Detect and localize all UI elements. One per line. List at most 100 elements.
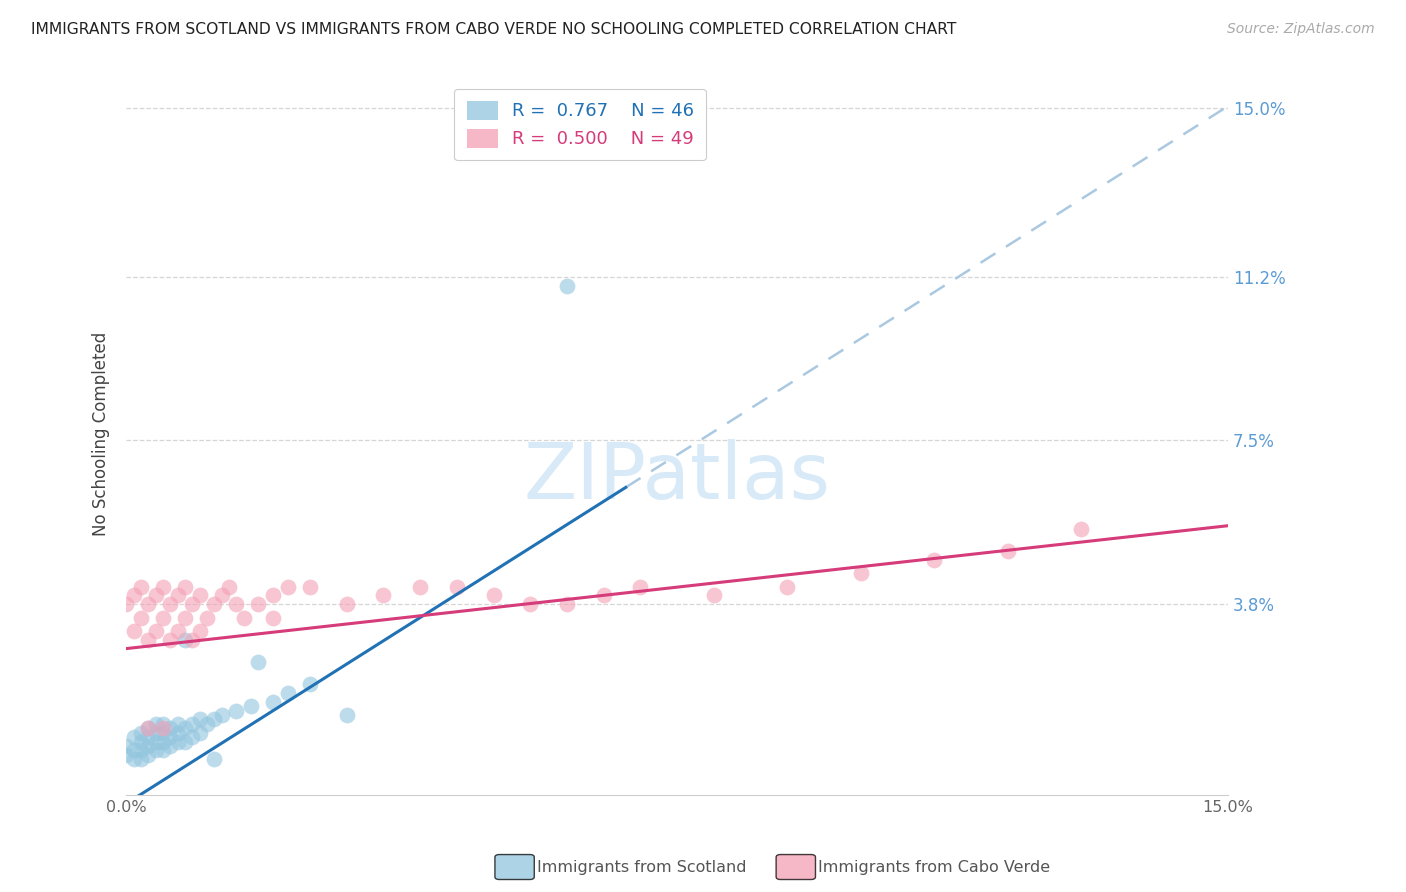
Point [138, 721, 160, 735]
Point [211, 708, 233, 723]
Point [166, 716, 188, 731]
Point [204, 597, 226, 611]
Point [247, 655, 270, 669]
Point [152, 734, 174, 748]
Point [145, 716, 167, 731]
Point [166, 589, 188, 603]
Point [1070, 522, 1092, 536]
Point [129, 610, 152, 624]
Point [776, 580, 799, 594]
Point [181, 597, 204, 611]
Point [159, 632, 181, 647]
Point [336, 597, 359, 611]
Point [225, 597, 247, 611]
Point [188, 589, 211, 603]
Point [145, 734, 167, 748]
Point [997, 544, 1019, 558]
Point [129, 580, 152, 594]
Point [115, 747, 138, 762]
Point [262, 610, 284, 624]
Point [262, 695, 284, 709]
Point [181, 632, 204, 647]
Point [122, 752, 145, 766]
Point [122, 589, 145, 603]
Point [232, 610, 254, 624]
Y-axis label: No Schooling Completed: No Schooling Completed [93, 332, 110, 536]
Point [195, 716, 218, 731]
Point [446, 580, 468, 594]
Point [166, 725, 188, 739]
Point [152, 743, 174, 757]
Point [152, 721, 174, 735]
Point [195, 610, 218, 624]
Text: Immigrants from Scotland: Immigrants from Scotland [537, 861, 747, 875]
Point [409, 580, 432, 594]
Point [138, 721, 160, 735]
Point [138, 632, 160, 647]
Point [145, 743, 167, 757]
Text: ZIPatlas: ZIPatlas [523, 439, 831, 516]
Point [373, 589, 395, 603]
Point [152, 580, 174, 594]
Point [152, 610, 174, 624]
Point [159, 597, 181, 611]
Point [703, 589, 725, 603]
Point [152, 725, 174, 739]
Point [129, 725, 152, 739]
Point [277, 686, 299, 700]
Point [129, 734, 152, 748]
Point [166, 624, 188, 638]
Point [122, 743, 145, 757]
Point [115, 739, 138, 753]
Point [159, 739, 181, 753]
Point [138, 739, 160, 753]
Point [174, 632, 197, 647]
Point [262, 589, 284, 603]
Point [298, 677, 321, 691]
Point [211, 589, 233, 603]
Point [188, 713, 211, 727]
Point [218, 580, 240, 594]
Point [145, 589, 167, 603]
Point [166, 734, 188, 748]
Legend: R =  0.767    N = 46, R =  0.500    N = 49: R = 0.767 N = 46, R = 0.500 N = 49 [454, 89, 706, 161]
Point [159, 721, 181, 735]
Point [240, 699, 263, 714]
Point [159, 730, 181, 744]
Point [247, 597, 270, 611]
Point [204, 752, 226, 766]
Point [145, 725, 167, 739]
Point [922, 553, 945, 567]
Point [628, 580, 651, 594]
Point [122, 730, 145, 744]
Point [138, 747, 160, 762]
Point [138, 730, 160, 744]
Text: Immigrants from Cabo Verde: Immigrants from Cabo Verde [818, 861, 1050, 875]
Point [174, 580, 197, 594]
Text: IMMIGRANTS FROM SCOTLAND VS IMMIGRANTS FROM CABO VERDE NO SCHOOLING COMPLETED CO: IMMIGRANTS FROM SCOTLAND VS IMMIGRANTS F… [31, 22, 956, 37]
Point [277, 580, 299, 594]
Point [181, 730, 204, 744]
Point [188, 624, 211, 638]
Point [555, 597, 578, 611]
Point [115, 597, 138, 611]
Point [174, 610, 197, 624]
Point [152, 716, 174, 731]
Point [482, 589, 505, 603]
Point [188, 725, 211, 739]
Point [181, 716, 204, 731]
Point [592, 589, 614, 603]
Point [145, 624, 167, 638]
Point [519, 597, 541, 611]
Point [204, 713, 226, 727]
Point [336, 708, 359, 723]
Text: Source: ZipAtlas.com: Source: ZipAtlas.com [1227, 22, 1375, 37]
Point [849, 566, 872, 581]
Point [174, 721, 197, 735]
Point [138, 597, 160, 611]
Point [298, 580, 321, 594]
Point [129, 743, 152, 757]
Point [174, 734, 197, 748]
Point [225, 704, 247, 718]
Point [555, 278, 578, 293]
